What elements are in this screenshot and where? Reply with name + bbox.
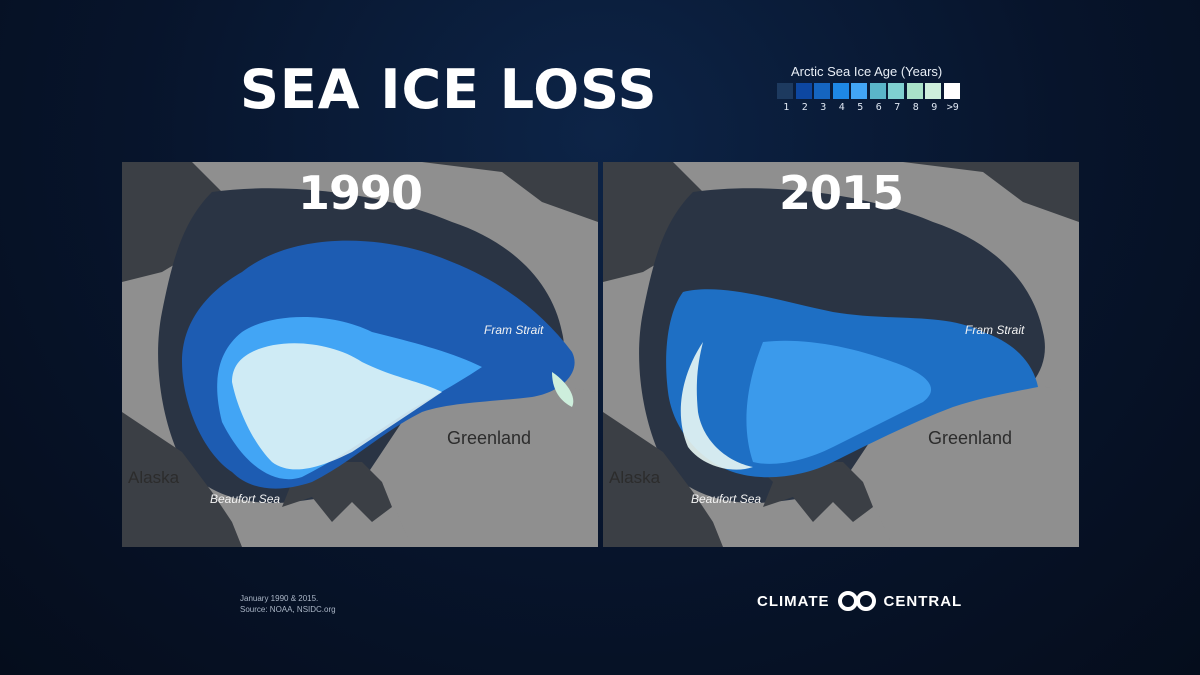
legend-swatch-9: [925, 83, 941, 99]
legend-label: 6: [875, 102, 882, 113]
arctic-map-graphic: [603, 162, 1079, 547]
legend-swatches: [777, 83, 967, 99]
source-note-line1: January 1990 & 2015.: [240, 594, 319, 603]
label-beaufort-sea: Beaufort Sea: [691, 492, 762, 506]
legend-swatch-5: [851, 83, 867, 99]
legend-label: 8: [912, 102, 919, 113]
legend-label: 9: [931, 102, 938, 113]
legend-swatch-2: [795, 83, 812, 99]
legend-swatch-1: [777, 83, 793, 99]
source-note: January 1990 & 2015. Source: NOAA, NSIDC…: [240, 593, 336, 615]
legend-label: 3: [820, 102, 827, 113]
legend-title: Arctic Sea Ice Age (Years): [791, 64, 943, 79]
ice-age-legend: Arctic Sea Ice Age (Years) 1 2 3 4 5 6 7…: [777, 64, 967, 113]
legend-label: 5: [857, 102, 864, 113]
label-beaufort-sea: Beaufort Sea: [210, 492, 281, 506]
label-fram-strait: Fram Strait: [484, 323, 544, 337]
legend-swatch-4: [832, 83, 849, 99]
map-2015: 2015 Fram Strait Greenland Alaska Beaufo…: [603, 162, 1079, 547]
label-greenland: Greenland: [447, 428, 532, 448]
legend-labels: 1 2 3 4 5 6 7 8 9 >9: [777, 102, 967, 113]
arctic-map-graphic: [122, 162, 598, 547]
legend-label: 2: [801, 102, 808, 113]
page-title: SEA ICE LOSS: [240, 58, 658, 121]
climate-central-logo: CLIMATE CENTRAL: [757, 591, 962, 611]
map-1990: 1990 Fram Strait Greenland Alaska Beaufo…: [122, 162, 598, 547]
brand-right: CENTRAL: [883, 592, 963, 610]
label-alaska: Alaska: [128, 468, 180, 487]
legend-swatch-7: [888, 83, 904, 99]
label-alaska: Alaska: [609, 468, 661, 487]
infinity-icon: [837, 591, 876, 611]
map-year: 2015: [778, 166, 904, 220]
legend-label: 4: [838, 102, 845, 113]
legend-label: >9: [946, 102, 959, 113]
legend-label: 1: [783, 102, 790, 113]
legend-swatch-8: [906, 83, 923, 99]
legend-swatch-10: [943, 83, 960, 99]
source-note-line2: Source: NOAA, NSIDC.org: [240, 605, 336, 614]
brand-left: CLIMATE: [757, 592, 830, 610]
legend-swatch-3: [814, 83, 830, 99]
legend-label: 7: [894, 102, 901, 113]
label-fram-strait: Fram Strait: [965, 323, 1025, 337]
legend-swatch-6: [869, 83, 886, 99]
map-year: 1990: [297, 166, 423, 220]
label-greenland: Greenland: [928, 428, 1013, 448]
